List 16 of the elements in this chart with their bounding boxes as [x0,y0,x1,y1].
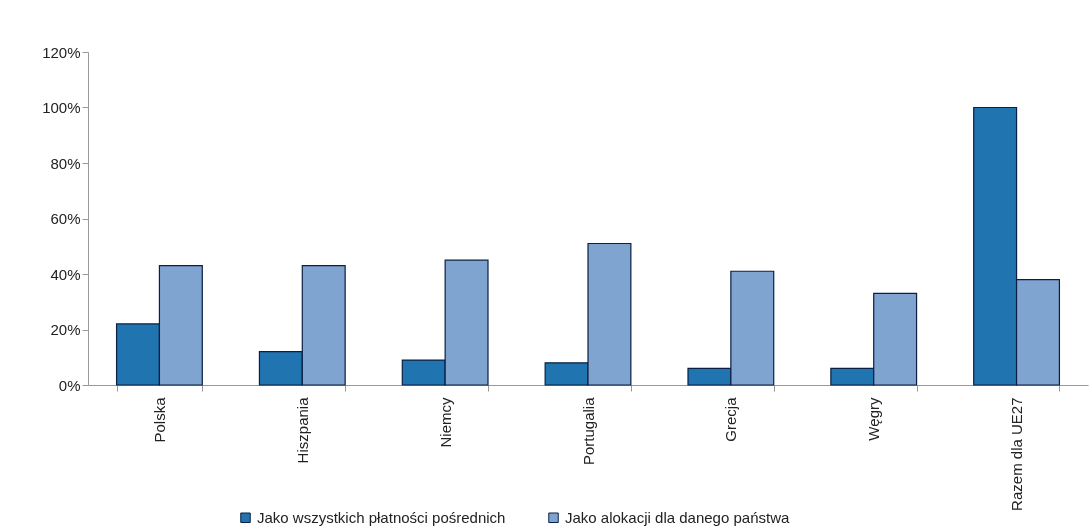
y-tick-label: 100% [42,99,81,116]
x-tick-label: Grecja [722,396,740,442]
x-tick-label: Polska [150,396,168,443]
x-tick-label: Niemcy [436,397,454,448]
y-tick-label: 60% [50,210,81,227]
y-tick-label: 0% [58,376,81,394]
x-tick-label: Węgry [865,397,883,441]
y-tick-label: 120% [42,43,81,61]
legend-label: Jako alokacji dla danego państwa [565,508,790,526]
x-tick-label: Razem dla UE27 [1008,397,1026,511]
legend-label: Jako wszystkich płatności pośrednich [257,508,506,526]
x-tick-label: Portugalia [579,396,597,466]
x-tick-label: Hiszpania [293,396,311,464]
y-tick-label: 20% [50,321,81,338]
y-tick-label: 80% [50,154,81,172]
y-tick-label: 40% [50,265,81,283]
